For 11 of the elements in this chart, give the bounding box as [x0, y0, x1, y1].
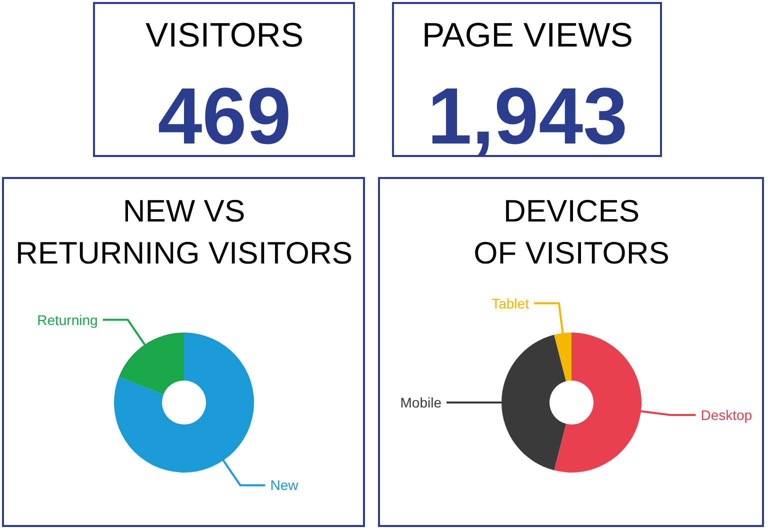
chart-title: NEW VS RETURNING VISITORS [15, 194, 353, 270]
slice-label: Returning [37, 312, 98, 328]
data-label: 469 [158, 72, 292, 160]
text: VISITORS [145, 16, 304, 54]
text: PAGE VIEWS [422, 16, 633, 54]
slice-label: Desktop [700, 407, 752, 424]
slice-label: Tablet [492, 295, 530, 312]
slice-label: Mobile [400, 394, 442, 410]
chart-title: DEVICES OF VISITORS [474, 194, 670, 270]
data-label: 1,943 [427, 72, 628, 160]
slice-label: New [270, 477, 300, 494]
